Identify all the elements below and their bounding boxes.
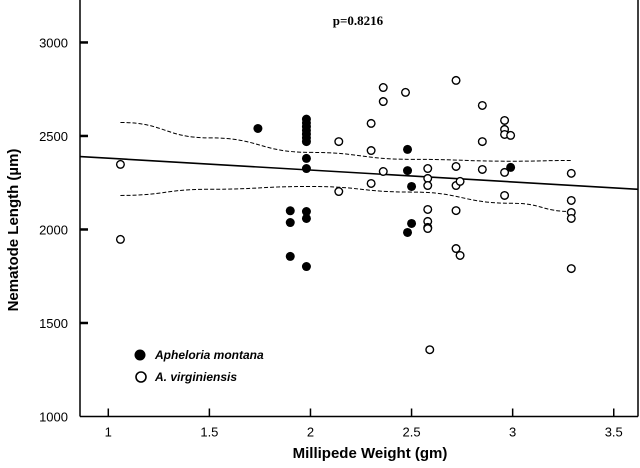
point-a-virginiensis xyxy=(378,166,388,176)
point-a-virginiensis xyxy=(506,130,516,140)
point-apheloria-montana xyxy=(403,227,413,237)
point-a-virginiensis xyxy=(334,137,344,147)
x-tick-label: 1.5 xyxy=(200,425,218,440)
x-tick-label: 3.5 xyxy=(605,425,623,440)
point-a-virginiensis xyxy=(366,146,376,156)
y-tick-label: 1500 xyxy=(39,316,68,331)
point-apheloria-montana xyxy=(285,206,295,216)
point-a-virginiensis xyxy=(477,164,487,174)
point-a-virginiensis xyxy=(566,264,576,274)
confidence-band-upper xyxy=(120,122,572,162)
point-apheloria-montana xyxy=(285,218,295,228)
point-apheloria-montana xyxy=(253,123,263,133)
x-axis-label: Millipede Weight (gm) xyxy=(293,445,448,462)
point-a-virginiensis xyxy=(455,250,465,260)
point-apheloria-montana xyxy=(407,218,417,228)
point-a-virginiensis xyxy=(566,195,576,205)
point-a-virginiensis xyxy=(451,206,461,216)
point-apheloria-montana xyxy=(403,144,413,154)
point-a-virginiensis xyxy=(566,213,576,223)
point-a-virginiensis xyxy=(334,187,344,197)
x-tick-label: 2 xyxy=(307,425,314,440)
point-apheloria-montana xyxy=(301,207,311,217)
confidence-band-lower xyxy=(120,185,572,213)
point-apheloria-montana xyxy=(403,166,413,176)
point-a-virginiensis xyxy=(401,87,411,97)
point-a-virginiensis xyxy=(477,137,487,147)
legend-label-a-virginiensis: A. virginiensis xyxy=(154,370,237,384)
point-a-virginiensis xyxy=(423,224,433,234)
x-tick-label: 2.5 xyxy=(403,425,421,440)
point-a-virginiensis xyxy=(477,100,487,110)
y-tick-label: 2000 xyxy=(39,222,68,237)
point-a-virginiensis xyxy=(366,178,376,188)
point-apheloria-montana xyxy=(506,162,516,172)
legend-marker-apheloria-montana xyxy=(134,349,146,361)
legend: Apheloria montana A. virginiensis xyxy=(134,348,264,384)
chart-title: p=0.8216 xyxy=(333,13,384,28)
y-axis-label: Nematode Length (µm) xyxy=(5,149,22,312)
axes xyxy=(79,0,639,418)
point-a-virginiensis xyxy=(451,75,461,85)
legend-marker-a-virginiensis xyxy=(135,371,147,383)
x-tick-label: 1 xyxy=(105,425,112,440)
point-a-virginiensis xyxy=(566,168,576,178)
x-tick-label: 3 xyxy=(509,425,516,440)
point-a-virginiensis xyxy=(500,115,510,125)
point-a-virginiensis xyxy=(455,176,465,186)
regression-line xyxy=(79,155,639,191)
point-a-virginiensis xyxy=(425,345,435,355)
legend-label-apheloria-montana: Apheloria montana xyxy=(154,348,264,362)
point-a-virginiensis xyxy=(115,234,125,244)
point-apheloria-montana xyxy=(407,181,417,191)
point-apheloria-montana xyxy=(301,213,311,223)
y-tick-label: 3000 xyxy=(39,35,68,50)
point-a-virginiensis xyxy=(500,167,510,177)
point-apheloria-montana xyxy=(301,153,311,163)
point-a-virginiensis xyxy=(423,181,433,191)
point-apheloria-montana xyxy=(285,251,295,261)
point-a-virginiensis xyxy=(451,161,461,171)
point-apheloria-montana xyxy=(301,164,311,174)
point-a-virginiensis xyxy=(423,164,433,174)
point-apheloria-montana xyxy=(301,262,311,272)
point-a-virginiensis xyxy=(423,204,433,214)
y-tick-label: 2500 xyxy=(39,129,68,144)
y-tick-label: 1000 xyxy=(39,410,68,425)
point-a-virginiensis xyxy=(366,118,376,128)
point-a-virginiensis xyxy=(378,97,388,107)
point-a-virginiensis xyxy=(500,190,510,200)
point-a-virginiensis xyxy=(115,159,125,169)
point-a-virginiensis xyxy=(451,244,461,254)
point-apheloria-montana xyxy=(301,137,311,147)
point-a-virginiensis xyxy=(378,83,388,93)
